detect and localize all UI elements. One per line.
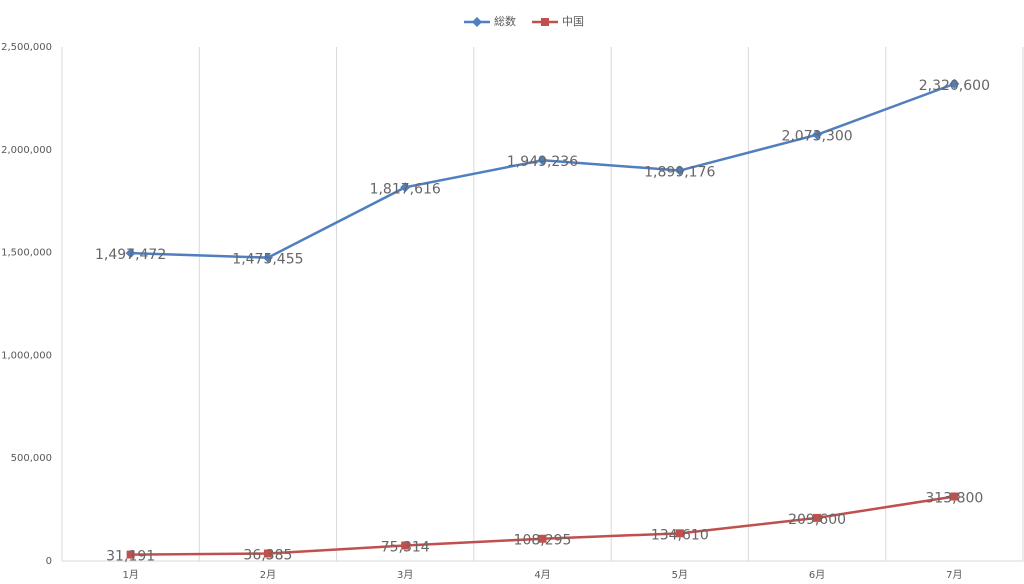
data-label: 75,314 [381, 540, 430, 556]
x-tick-label: 4月 [534, 569, 550, 581]
y-tick-label: 2,500,000 [1, 42, 52, 53]
y-tick-label: 2,000,000 [1, 145, 52, 156]
point [538, 534, 547, 543]
point [812, 129, 823, 140]
data-label: 209,600 [788, 512, 846, 528]
point [262, 252, 273, 263]
data-label: 31,191 [106, 549, 155, 565]
point [537, 155, 548, 166]
data-label: 1,497,472 [95, 247, 166, 263]
point [674, 165, 685, 176]
data-label: 1,899,176 [644, 165, 715, 181]
legend-label: 中国 [562, 15, 584, 28]
y-tick-label: 500,000 [11, 453, 52, 464]
point [125, 248, 136, 259]
x-tick-label: 5月 [672, 569, 688, 581]
y-tick-label: 1,500,000 [1, 248, 52, 259]
point [263, 549, 272, 558]
data-label: 1,817,616 [370, 181, 441, 197]
x-tick-label: 6月 [809, 569, 825, 581]
legend-label: 総数 [494, 14, 516, 28]
y-tick-label: 0 [46, 556, 52, 567]
y-tick-label: 1,000,000 [1, 350, 52, 361]
data-label: 313,800 [925, 490, 983, 506]
legend-marker [472, 17, 482, 27]
point [400, 182, 411, 193]
point [401, 541, 410, 550]
point [949, 78, 960, 89]
data-label: 2,320,600 [919, 78, 990, 94]
x-tick-label: 2月 [260, 569, 276, 581]
data-label: 36,385 [243, 548, 292, 564]
series-line [130, 82, 955, 259]
data-label: 134,610 [651, 527, 709, 543]
point [950, 492, 959, 501]
data-label: 108,295 [514, 533, 572, 549]
point [126, 550, 135, 559]
point [813, 513, 822, 522]
x-tick-label: 7月 [946, 569, 962, 581]
legend-marker [541, 18, 549, 26]
x-tick-label: 3月 [397, 569, 413, 581]
x-tick-label: 1月 [122, 569, 138, 581]
data-label: 1,475,455 [232, 252, 303, 268]
point [675, 529, 684, 538]
data-label: 2,073,300 [781, 129, 852, 145]
data-label: 1,949,236 [507, 154, 578, 170]
